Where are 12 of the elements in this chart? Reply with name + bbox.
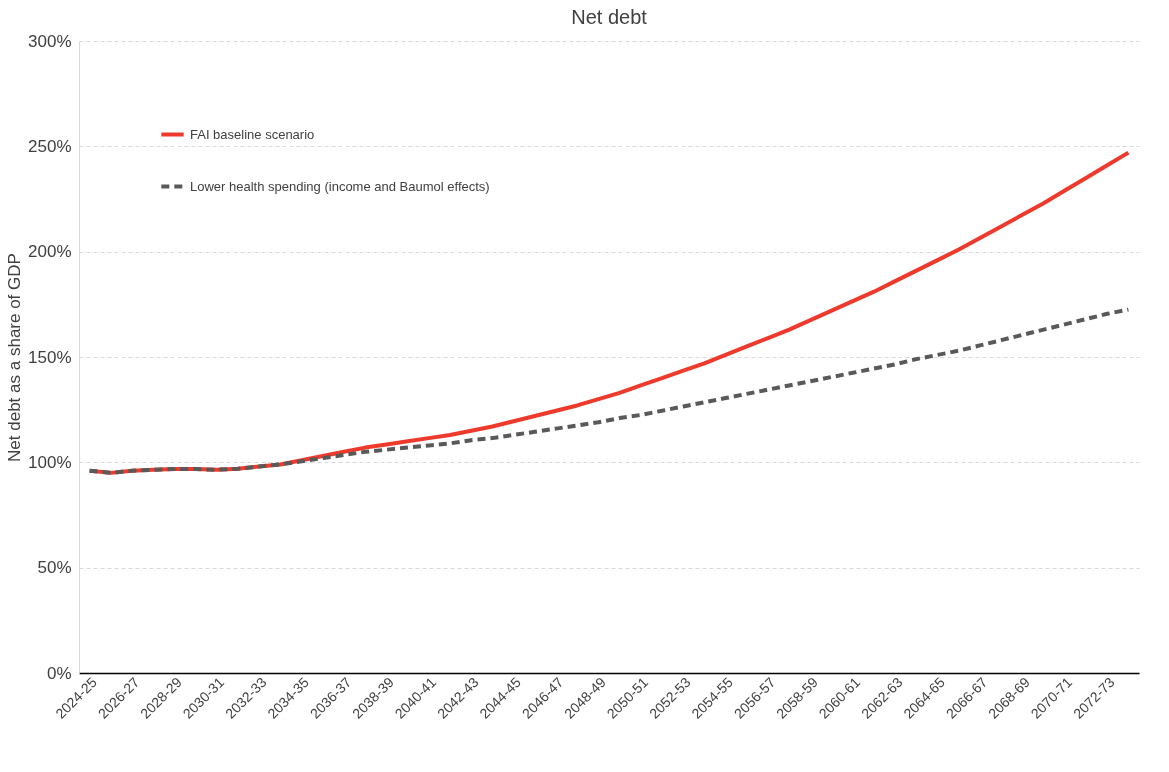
y-axis-title: Net debt as a share of GDP	[5, 253, 25, 462]
legend-label: FAI baseline scenario	[190, 126, 315, 142]
y-tick-label: 200%	[28, 242, 72, 262]
y-tick-label: 0%	[46, 663, 72, 683]
y-tick-label: 100%	[28, 452, 72, 472]
legend-label: Lower health spending (income and Baumol effects)	[190, 178, 490, 194]
y-tick-label: 250%	[28, 136, 72, 156]
line-series	[87, 307, 1131, 475]
chart-title: Net debt	[571, 6, 648, 28]
y-tick-label: 150%	[28, 347, 72, 367]
y-tick-label: 50%	[37, 558, 72, 578]
y-tick-label: 300%	[28, 31, 72, 51]
